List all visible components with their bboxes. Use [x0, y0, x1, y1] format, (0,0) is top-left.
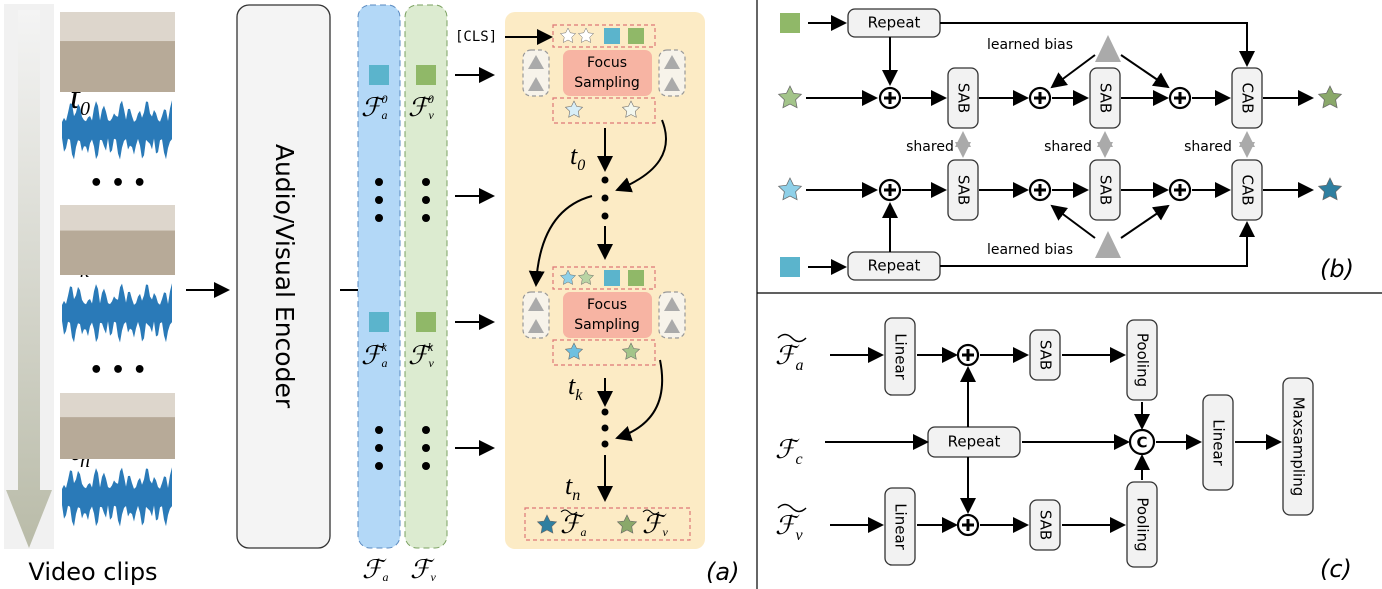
- video-frame-wall: [60, 12, 175, 41]
- visual-star: [1319, 86, 1342, 108]
- bias-token: [1095, 231, 1121, 258]
- block-label: CAB: [1239, 174, 1257, 205]
- visual-token: [780, 13, 800, 33]
- feature-label: ℱa0: [361, 92, 387, 122]
- add: [880, 88, 900, 108]
- focus-label: Focus: [587, 55, 627, 71]
- add: [1170, 180, 1190, 200]
- add: [880, 180, 900, 200]
- arrow: [1052, 206, 1095, 238]
- input-label: ℱc: [775, 435, 803, 468]
- ellipsis: • • •: [89, 358, 147, 383]
- add: [958, 515, 978, 535]
- block-label: Maxsampling: [1290, 397, 1308, 497]
- bias-label: learned bias: [987, 37, 1073, 53]
- focus-label: Sampling: [574, 317, 640, 333]
- waveform: [62, 467, 172, 526]
- column-label: ℱa: [362, 555, 388, 584]
- encoder-label: Audio/Visual Encoder: [270, 144, 299, 409]
- audio-star: [779, 178, 802, 200]
- diagram: t0 tk tn • • • • • • Video clips Audio/V…: [0, 0, 1382, 589]
- input-label: ℱv: [775, 511, 803, 544]
- video-frame-wall: [60, 205, 175, 231]
- visual-token: [416, 312, 436, 332]
- video-frame-wall: [60, 393, 175, 417]
- audio-token: [780, 257, 800, 277]
- block-label: SAB: [1097, 175, 1115, 205]
- block-label: Repeat: [948, 433, 1001, 451]
- focus-label: Focus: [587, 297, 627, 313]
- visual-token: [628, 28, 644, 44]
- audio-star: [1319, 178, 1342, 200]
- column-label: ℱv: [410, 555, 436, 584]
- block-label: Linear: [1210, 419, 1228, 466]
- block-label: SAB: [1037, 510, 1055, 540]
- shared-label: shared: [1044, 139, 1092, 155]
- block-label: Linear: [892, 503, 910, 550]
- block-label: Pooling: [1134, 333, 1152, 387]
- feature-label: ℱvk: [408, 340, 434, 370]
- block-label: SAB: [955, 83, 973, 113]
- clips-label: Video clips: [28, 558, 157, 586]
- shared-label: shared: [1184, 139, 1232, 155]
- feature-label: ℱv0: [408, 92, 434, 122]
- add: [1030, 180, 1050, 200]
- input-label: ℱa: [775, 341, 803, 374]
- bias-label: learned bias: [987, 242, 1073, 258]
- arrow: [1052, 55, 1095, 87]
- repeat-label: Repeat: [868, 257, 921, 275]
- waveform: [62, 283, 172, 342]
- block-label: Linear: [892, 333, 910, 380]
- repeat-label: Repeat: [868, 14, 921, 32]
- panel-label: (a): [706, 558, 739, 586]
- panel-b: Repeat Repeat learned bias learned bias …: [779, 9, 1354, 283]
- clips: [60, 12, 175, 526]
- panel-c: ℱa ℱc ℱv Linear Linear Linear SAB SAB Pooling…: [775, 318, 1352, 583]
- concat-label: C: [1136, 434, 1147, 452]
- ellipsis: • • •: [89, 171, 147, 196]
- audio-token: [369, 65, 389, 85]
- cls-token: [CLS]: [455, 29, 497, 45]
- block-label: Pooling: [1134, 497, 1152, 551]
- block-label: SAB: [1097, 83, 1115, 113]
- audio-token: [369, 312, 389, 332]
- arrow: [1121, 206, 1168, 238]
- focus-label: Sampling: [574, 75, 640, 91]
- panel-label: (c): [1320, 555, 1352, 583]
- audio-token: [604, 270, 620, 286]
- block-label: SAB: [955, 175, 973, 205]
- bias-token: [1095, 35, 1121, 62]
- arrow: [1121, 55, 1168, 87]
- feature-label: ℱak: [361, 340, 387, 370]
- visual-token: [628, 270, 644, 286]
- panel-a: t0 tk tn • • • • • • Video clips Audio/V…: [4, 4, 739, 586]
- block-label: CAB: [1239, 82, 1257, 113]
- waveform: [62, 100, 172, 159]
- panel-label: (b): [1320, 255, 1354, 283]
- shared-label: shared: [906, 139, 954, 155]
- visual-star: [779, 86, 802, 108]
- add: [1030, 88, 1050, 108]
- add: [958, 345, 978, 365]
- add: [1170, 88, 1190, 108]
- audio-token: [604, 28, 620, 44]
- block-label: SAB: [1037, 340, 1055, 370]
- visual-token: [416, 65, 436, 85]
